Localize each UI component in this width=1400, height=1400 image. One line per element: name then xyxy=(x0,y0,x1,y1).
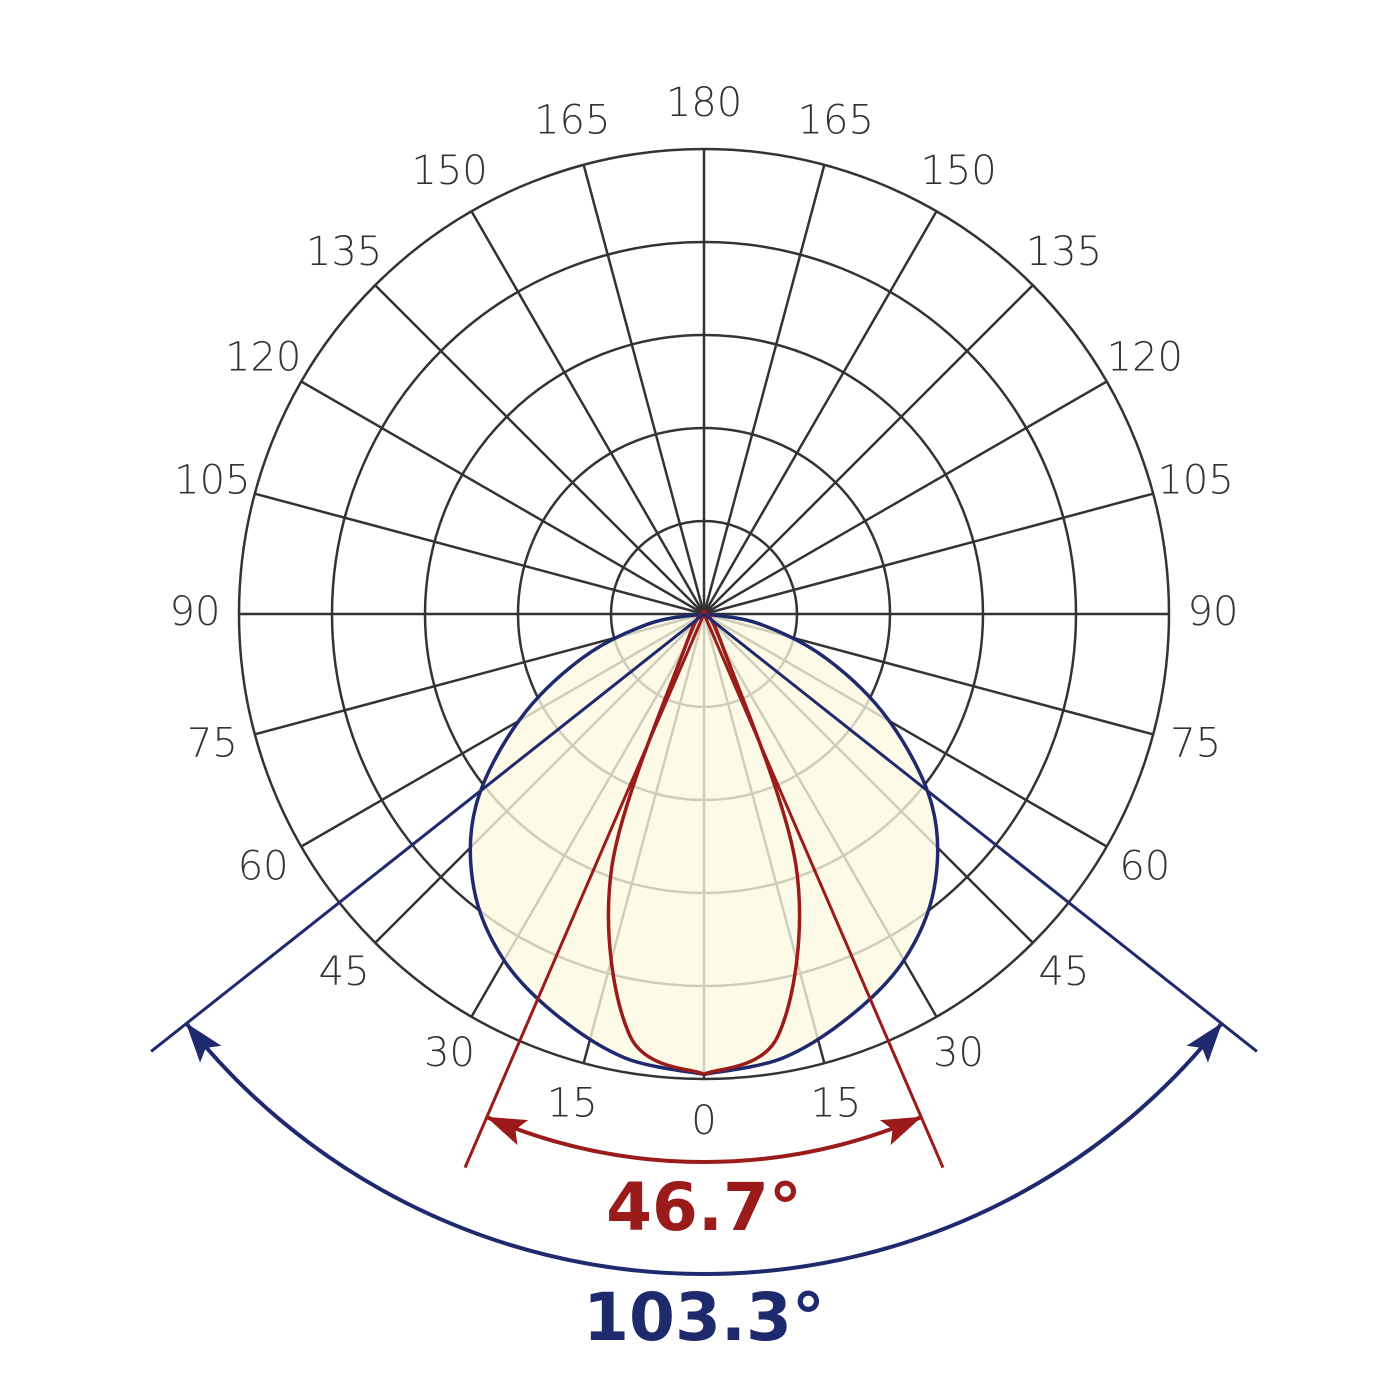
beam-edge-line xyxy=(702,613,945,1169)
grid-spoke xyxy=(702,164,826,615)
angle-tick-label: 75 xyxy=(1170,721,1221,767)
angle-tick-label: 90 xyxy=(170,589,221,635)
angle-tick-label: 60 xyxy=(1119,844,1170,890)
angle-tick-label: 75 xyxy=(187,721,238,767)
beam-edge-line xyxy=(463,613,706,1169)
angle-tick-label: 45 xyxy=(1038,949,1089,995)
grid-spoke xyxy=(374,284,705,615)
angle-tick-label: 30 xyxy=(933,1030,984,1076)
grid-spoke xyxy=(703,492,1154,616)
beam-angle-label: 103.3° xyxy=(583,1279,825,1356)
beam-edge-line xyxy=(703,612,1258,1053)
beam-angle-arc xyxy=(184,1022,1224,1277)
grid-spoke xyxy=(470,210,706,615)
angle-tick-label: 60 xyxy=(238,844,289,890)
angle-tick-label: 105 xyxy=(174,457,250,503)
beam-area xyxy=(470,614,704,1075)
beam-area xyxy=(704,614,938,1075)
angle-tick-label: 120 xyxy=(225,335,301,381)
angle-tick-label: 165 xyxy=(534,97,610,143)
angle-tick-label: 135 xyxy=(1026,229,1102,275)
angle-tick-label: 135 xyxy=(306,229,382,275)
grid-spoke xyxy=(254,492,705,616)
angle-tick-label: 150 xyxy=(920,148,996,194)
grid-spoke xyxy=(703,380,1108,616)
angle-tick-label: 165 xyxy=(798,97,874,143)
grid-spoke xyxy=(703,284,1034,615)
angle-tick-label: 0 xyxy=(691,1098,716,1144)
angle-tick-label: 30 xyxy=(424,1030,475,1076)
grid-spoke xyxy=(300,380,705,616)
angle-tick-label: 15 xyxy=(547,1081,598,1127)
angle-tick-label: 120 xyxy=(1107,335,1183,381)
beam-edge-line xyxy=(150,612,705,1053)
grid-spoke xyxy=(702,210,938,615)
angle-tick-label: 90 xyxy=(1188,589,1239,635)
beam-angle-arc xyxy=(486,1115,922,1164)
angle-tick-label: 45 xyxy=(319,949,370,995)
angle-tick-label: 105 xyxy=(1157,457,1233,503)
angle-tick-label: 150 xyxy=(411,148,487,194)
angle-tick-label: 15 xyxy=(810,1081,861,1127)
angle-tick-label: 180 xyxy=(666,80,742,126)
beam-angle-label: 46.7° xyxy=(606,1169,802,1246)
grid-spoke xyxy=(582,164,706,615)
